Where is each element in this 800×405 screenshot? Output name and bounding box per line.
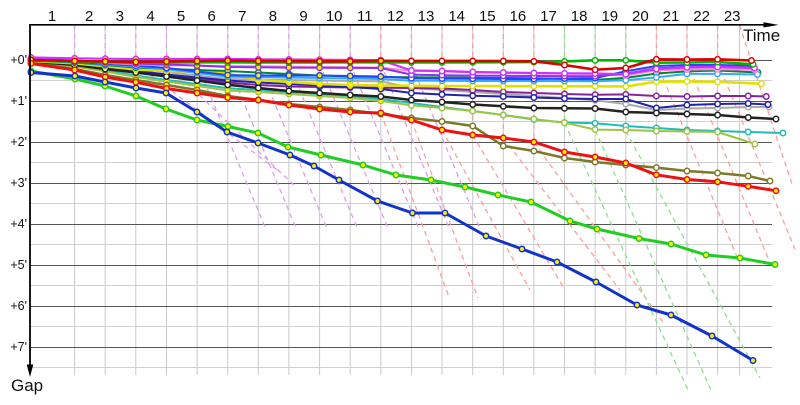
svg-text:+5': +5'	[10, 258, 27, 272]
svg-text:+4': +4'	[10, 217, 27, 231]
svg-text:+1': +1'	[10, 94, 27, 108]
svg-text:7: 7	[238, 8, 246, 25]
svg-text:8: 8	[269, 8, 277, 25]
svg-text:17: 17	[540, 8, 557, 25]
svg-text:22: 22	[693, 8, 710, 25]
svg-text:+7': +7'	[10, 340, 27, 354]
svg-text:14: 14	[448, 8, 465, 25]
svg-text:1: 1	[48, 8, 56, 25]
svg-text:+3': +3'	[10, 176, 27, 190]
svg-text:10: 10	[326, 8, 343, 25]
svg-text:19: 19	[601, 8, 618, 25]
svg-text:23: 23	[724, 8, 741, 25]
svg-text:+0': +0'	[10, 53, 27, 67]
svg-text:16: 16	[510, 8, 527, 25]
svg-text:4: 4	[146, 8, 154, 25]
svg-text:5: 5	[177, 8, 185, 25]
svg-text:20: 20	[632, 8, 649, 25]
svg-text:21: 21	[663, 8, 680, 25]
svg-text:13: 13	[418, 8, 435, 25]
svg-text:18: 18	[571, 8, 588, 25]
svg-text:15: 15	[479, 8, 496, 25]
svg-text:+2': +2'	[10, 135, 27, 149]
svg-text:6: 6	[208, 8, 216, 25]
svg-text:Gap: Gap	[11, 376, 43, 395]
svg-text:2: 2	[85, 8, 93, 25]
svg-text:+6': +6'	[10, 299, 27, 313]
svg-text:12: 12	[387, 8, 404, 25]
svg-text:11: 11	[357, 8, 373, 25]
svg-text:9: 9	[299, 8, 307, 25]
svg-text:3: 3	[116, 8, 124, 25]
svg-text:Time: Time	[743, 26, 780, 45]
